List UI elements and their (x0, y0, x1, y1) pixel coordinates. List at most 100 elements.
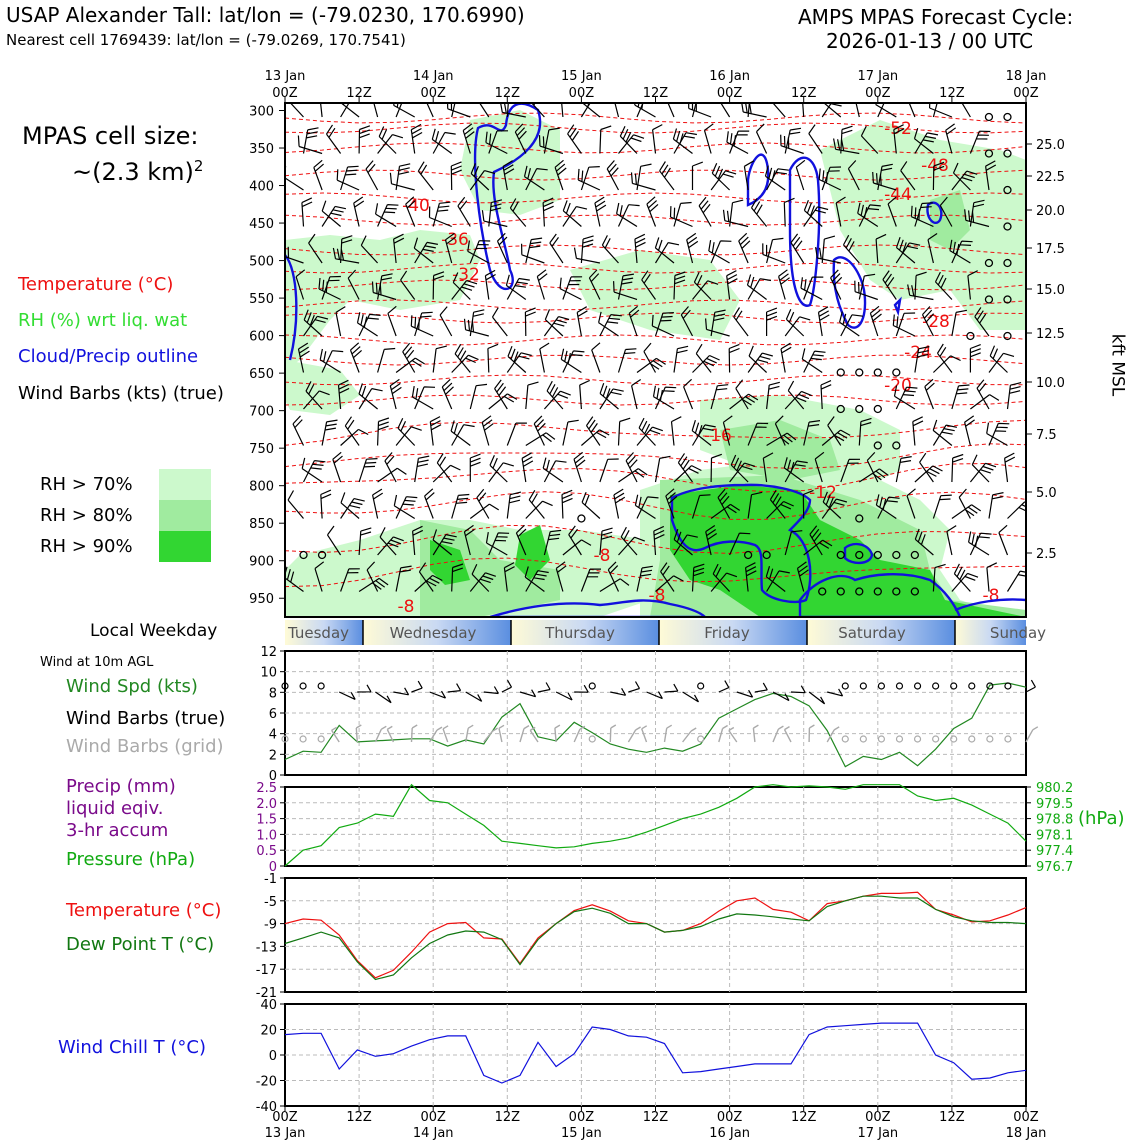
calm-marker (317, 550, 327, 560)
temperature-contour (285, 557, 1026, 588)
y-tick-label: -40 (256, 1100, 277, 1115)
wind-barb (673, 465, 702, 483)
wind-barb (717, 488, 731, 519)
wind-barb (372, 488, 384, 519)
y-tick-label: -13 (256, 940, 277, 955)
wind-barb (389, 378, 402, 410)
wind-barb-grid (442, 725, 449, 743)
wind-barb (951, 170, 978, 191)
wind-barb (651, 314, 675, 337)
calm-marker-grid (588, 735, 596, 743)
wind-barb (446, 103, 471, 118)
pressure-tick-label: 350 (249, 142, 274, 157)
wind-barb (858, 273, 876, 300)
wind-barb (780, 342, 792, 373)
weekday-label: Saturday (838, 624, 906, 642)
y-tick-label: 980.2 (1036, 781, 1073, 796)
wind-barb (830, 269, 843, 300)
wind-barb (869, 305, 882, 337)
temperature-contour-label: -8 (594, 546, 611, 566)
wind-barb (747, 278, 772, 300)
wind-barb (356, 312, 378, 337)
wind-barb-grid (410, 724, 418, 743)
wind-barb (900, 161, 916, 191)
wind-barb (349, 342, 362, 373)
calm-marker-10m (968, 682, 976, 690)
wind-barb (712, 563, 731, 592)
wind-barb (636, 565, 653, 592)
wind-barb (800, 277, 823, 301)
wind-barb-grid (498, 724, 505, 743)
wind-barb (636, 426, 663, 446)
wind-barb (395, 357, 425, 373)
calm-marker-grid (895, 735, 904, 743)
wind-barb (568, 525, 582, 556)
y-tick-label: 4 (269, 728, 277, 743)
wind-barb (795, 159, 806, 191)
wind-barb (432, 201, 451, 227)
rh-90-region (515, 525, 550, 580)
wind-barb (561, 103, 564, 118)
calm-marker-10m (950, 682, 958, 690)
y-tick-label: 0 (269, 1049, 277, 1064)
wind-barb (654, 237, 675, 264)
wind-barb (591, 342, 601, 373)
wind-barb-grid (465, 724, 474, 743)
y-tick-label: 978.8 (1036, 813, 1073, 828)
cloud-outline (954, 598, 1026, 612)
wind-barb-grid (331, 726, 340, 743)
wind-barb (809, 525, 823, 556)
wind-barb (538, 135, 564, 155)
calm-marker-10m (588, 682, 596, 690)
wind-barb (379, 527, 397, 556)
wind-barb-grid (1025, 726, 1039, 743)
calm-marker (855, 368, 864, 377)
wind-barb-grid (641, 725, 648, 743)
wind-barb (586, 416, 601, 446)
legend-wind-chill: Wind Chill T (°C) (58, 1037, 206, 1058)
wind-barb (562, 200, 582, 227)
wind-barb (710, 170, 737, 191)
wind-barb-10m (1025, 679, 1036, 693)
wind-barb (914, 528, 934, 556)
wind-barb (521, 452, 534, 483)
wind-barb (488, 532, 510, 556)
wind-barb (377, 467, 407, 483)
temperature-contour (285, 374, 1026, 386)
wind-barb (665, 488, 678, 519)
y-tick-label: 2 (269, 748, 277, 763)
calm-marker (1003, 185, 1012, 195)
wind-barb (988, 422, 1010, 446)
wind-barb (961, 103, 971, 118)
calm-marker-10m (932, 682, 940, 690)
calm-marker-10m (986, 682, 994, 690)
wind-barb (774, 415, 786, 446)
wind-barb (989, 345, 1008, 373)
wind-barb (895, 386, 918, 410)
wind-barb-grid (483, 727, 498, 743)
wind-barb (523, 165, 545, 191)
wind-barb (969, 130, 991, 154)
cloud-outline (893, 296, 902, 317)
calm-marker (836, 368, 845, 377)
rh-70-region (570, 250, 740, 340)
wind-barb (395, 496, 418, 519)
wind-barb (411, 386, 434, 410)
wind-barb-10m (501, 679, 513, 693)
wind-barb (958, 488, 971, 519)
top-hour-label: 00Z (717, 86, 743, 101)
wind-barb (617, 204, 640, 227)
temperature-contour (285, 462, 1026, 493)
wind-barb (646, 196, 659, 227)
calm-marker (1003, 331, 1012, 341)
calm-marker-grid (299, 735, 307, 743)
wind-barb (969, 462, 997, 483)
kft-tick-label: 10.0 (1036, 376, 1065, 391)
wind-barb (790, 233, 805, 264)
wind-barb (710, 453, 723, 483)
wind-barb (301, 457, 323, 483)
y-tick-label: 979.5 (1036, 797, 1073, 812)
wind-barb (326, 525, 342, 556)
calm-marker-10m (299, 682, 307, 690)
wind-barb (951, 309, 968, 337)
